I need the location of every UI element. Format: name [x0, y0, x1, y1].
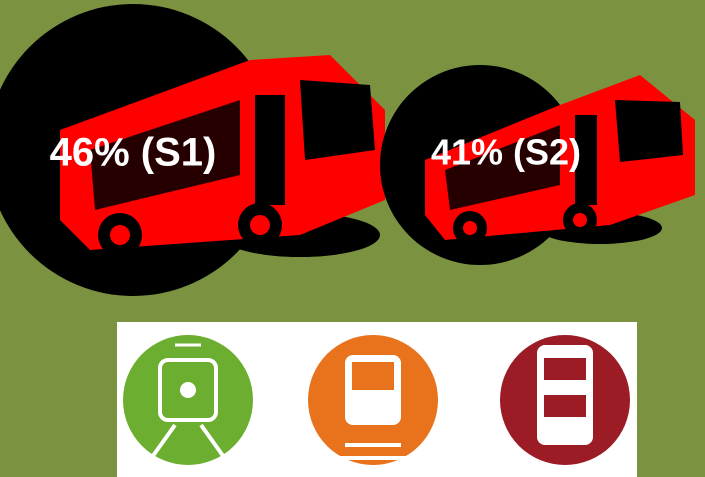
stat-label: 41% (S2) — [431, 132, 581, 173]
transport-icons — [117, 322, 637, 477]
stat-label: 46% (S1) — [50, 131, 217, 175]
page: 46% (S1) 41% (S2) (() => { const data = … — [0, 0, 705, 477]
infographic: 46% (S1) 41% (S2) — [0, 0, 705, 477]
